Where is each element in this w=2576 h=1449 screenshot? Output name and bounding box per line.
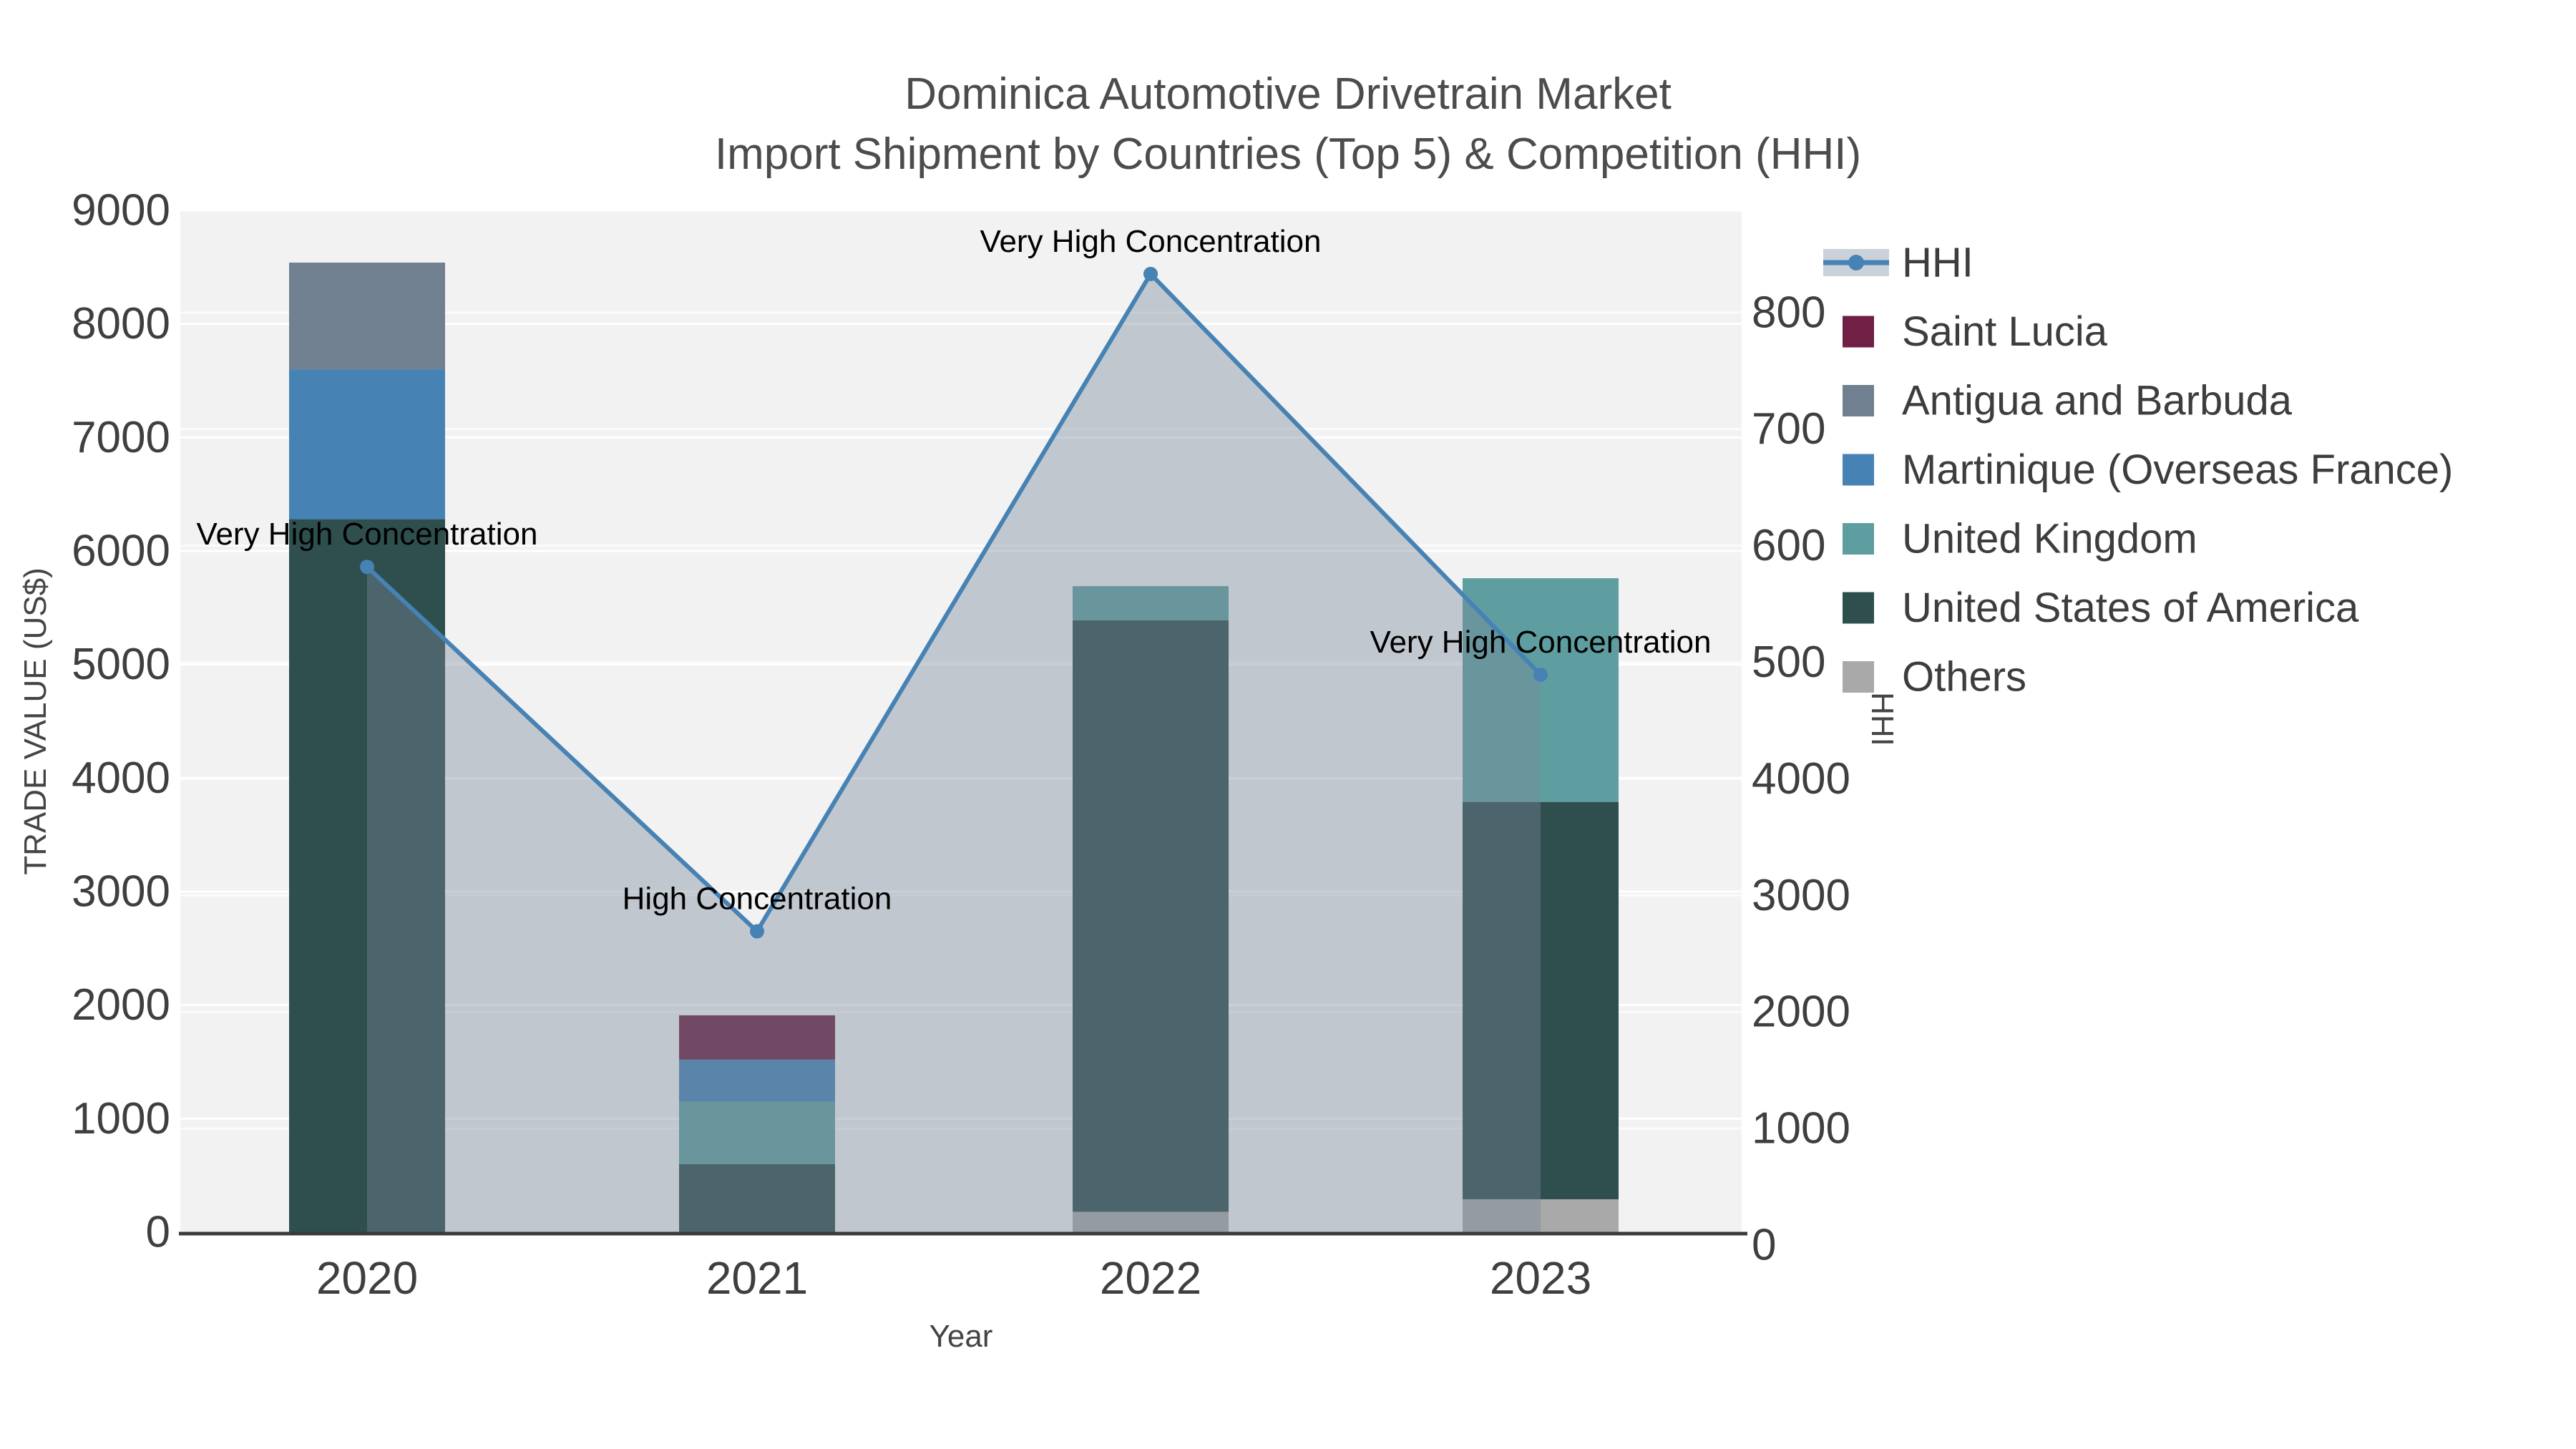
legend-item-hhi[interactable]: HHI xyxy=(1823,240,1974,286)
hhi-marker-2021[interactable] xyxy=(750,924,764,939)
y-right-tick-labels: 0 1000 2000 3000 4000 500 600 700 800 xyxy=(1752,288,1850,1269)
y-left-tick-labels: 0 1000 2000 3000 4000 5000 6000 7000 8000 9000 xyxy=(72,186,170,1257)
y-right-tick: 0 xyxy=(1752,1221,1776,1270)
x-tick-2021: 2021 xyxy=(706,1252,808,1304)
y-left-tick: 1000 xyxy=(72,1094,170,1143)
y-right-tick: 3000 xyxy=(1752,871,1850,920)
legend-label: Others xyxy=(1902,654,2026,701)
y-right-tick: 600 xyxy=(1752,521,1825,570)
legend-swatch xyxy=(1843,592,1874,624)
hhi-line xyxy=(365,270,1543,935)
legend-label: Saint Lucia xyxy=(1902,308,2108,355)
legend-swatch xyxy=(1843,661,1874,693)
y-right-tick: 500 xyxy=(1752,638,1825,687)
y-right-axis-title: HHI xyxy=(1865,692,1900,746)
bar-segment-2020-united-states-of-america[interactable] xyxy=(289,519,445,1232)
y-left-tick: 0 xyxy=(146,1208,170,1257)
legend-swatch xyxy=(1843,385,1874,416)
y-left-tick: 7000 xyxy=(72,413,170,462)
legend-item-united-states-of-america[interactable]: United States of America xyxy=(1843,585,2359,631)
y-left-axis-title: TRADE VALUE (US$) xyxy=(18,567,53,875)
hhi-markers xyxy=(360,266,1548,939)
y-left-tick: 8000 xyxy=(72,299,170,348)
hhi-marker-2023[interactable] xyxy=(1533,667,1548,682)
legend-item-saint-lucia[interactable]: Saint Lucia xyxy=(1843,308,2108,355)
bar-segment-2021-united-states-of-america[interactable] xyxy=(679,1163,835,1232)
x-axis-title: Year xyxy=(930,1319,993,1354)
y-left-tick: 3000 xyxy=(72,867,170,917)
legend-swatch xyxy=(1843,523,1874,555)
bar-segment-2020-antigua-and-barbuda[interactable] xyxy=(289,262,445,370)
legend-item-others[interactable]: Others xyxy=(1843,654,2026,701)
legend-label: Martinique (Overseas France) xyxy=(1902,447,2453,493)
x-tick-labels: 2020 2021 2022 2023 xyxy=(316,1252,1591,1304)
y-left-tick: 9000 xyxy=(72,186,170,235)
y-left-tick: 4000 xyxy=(72,753,170,803)
stacked-bars xyxy=(289,262,1619,1232)
legend-item-martinique-overseas-france[interactable]: Martinique (Overseas France) xyxy=(1843,447,2453,493)
bar-segment-2020-martinique-overseas-france[interactable] xyxy=(289,369,445,519)
chart-title-line1: Dominica Automotive Drivetrain Market xyxy=(904,69,1672,119)
hhi-annotations: Very High Concentration High Concentratio… xyxy=(197,224,1712,917)
y-left-tick: 6000 xyxy=(72,527,170,576)
hhi-marker-2020[interactable] xyxy=(360,560,374,575)
bar-segment-2022-united-states-of-america[interactable] xyxy=(1073,620,1229,1212)
y-left-tick: 5000 xyxy=(72,640,170,689)
annotation-2021: High Concentration xyxy=(623,882,892,917)
annotation-2022: Very High Concentration xyxy=(980,224,1322,259)
x-tick-2020: 2020 xyxy=(316,1252,418,1304)
legend-swatch xyxy=(1843,316,1874,348)
legend-hhi-marker-sample xyxy=(1848,255,1864,270)
legend-item-united-kingdom[interactable]: United Kingdom xyxy=(1843,516,2197,562)
legend-label: Antigua and Barbuda xyxy=(1902,378,2293,424)
bar-segment-2021-united-kingdom[interactable] xyxy=(679,1101,835,1164)
bar-segment-2022-others[interactable] xyxy=(1073,1211,1229,1232)
x-tick-2022: 2022 xyxy=(1100,1252,1201,1304)
legend-swatch xyxy=(1843,454,1874,486)
y-right-tick: 1000 xyxy=(1752,1104,1850,1153)
bar-segment-2023-united-states-of-america[interactable] xyxy=(1463,801,1619,1199)
y-left-tick: 2000 xyxy=(72,980,170,1030)
bar-segment-2021-martinique-overseas-france[interactable] xyxy=(679,1059,835,1102)
annotation-2023: Very High Concentration xyxy=(1370,625,1712,660)
bar-segment-2022-united-kingdom[interactable] xyxy=(1073,586,1229,620)
y-right-tick: 800 xyxy=(1752,288,1825,337)
y-right-tick: 4000 xyxy=(1752,754,1850,804)
hhi-marker-2022[interactable] xyxy=(1143,266,1158,281)
y-right-tick: 700 xyxy=(1752,404,1825,454)
legend-label: United States of America xyxy=(1902,585,2359,631)
x-tick-2023: 2023 xyxy=(1490,1252,1591,1304)
legend-label: United Kingdom xyxy=(1902,516,2197,562)
annotation-2020: Very High Concentration xyxy=(197,517,538,552)
bar-segment-2023-united-kingdom[interactable] xyxy=(1463,578,1619,802)
bar-segment-2023-others[interactable] xyxy=(1463,1199,1619,1232)
chart-title-line2: Import Shipment by Countries (Top 5) & C… xyxy=(715,130,1861,179)
hhi-area-fill xyxy=(367,273,1541,1233)
y-right-tick: 2000 xyxy=(1752,987,1850,1037)
legend-label: HHI xyxy=(1902,240,1974,286)
legend: HHI Saint Lucia Antigua and Barbuda Martini… xyxy=(1823,240,2453,701)
bar-segment-2021-saint-lucia[interactable] xyxy=(679,1015,835,1060)
legend-item-antigua-and-barbuda[interactable]: Antigua and Barbuda xyxy=(1843,378,2293,424)
